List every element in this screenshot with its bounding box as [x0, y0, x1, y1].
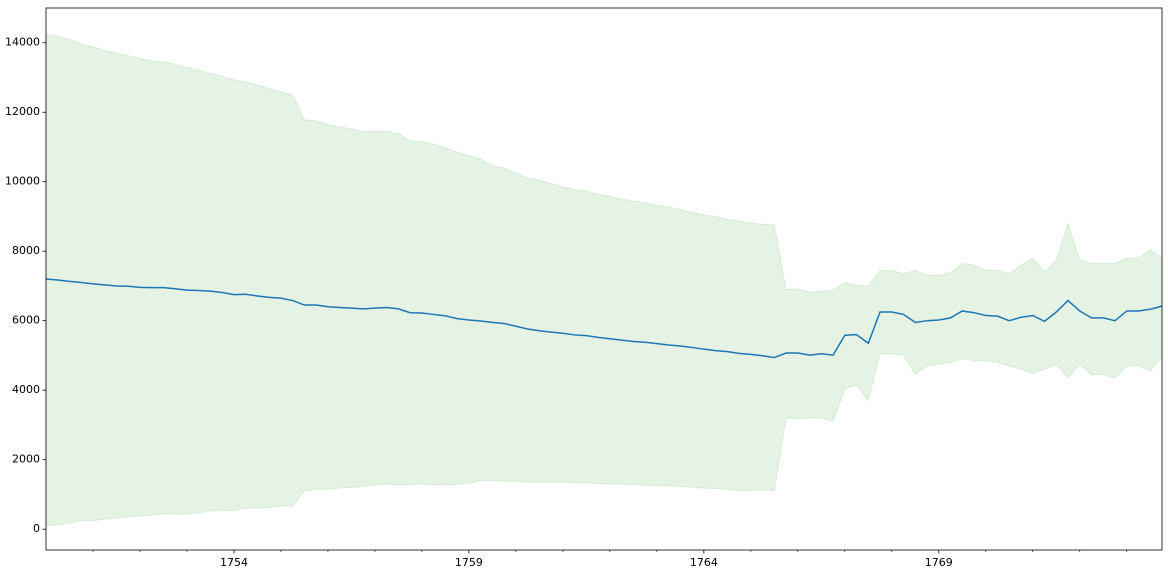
- y-tick-label: 6000: [12, 314, 40, 327]
- axes-frame: [45, 7, 1163, 551]
- x-tick-label: 1759: [455, 556, 483, 569]
- x-tick-label: 1769: [925, 556, 953, 569]
- y-tick-label: 12000: [5, 105, 40, 118]
- y-tick-label: 10000: [5, 175, 40, 188]
- x-tick-label: 1754: [220, 556, 248, 569]
- y-tick-label: 14000: [5, 36, 40, 49]
- y-tick-label: 4000: [12, 383, 40, 396]
- y-tick-label: 8000: [12, 244, 40, 257]
- x-tick-label: 1764: [690, 556, 718, 569]
- line: [45, 278, 1163, 359]
- y-tick-label: 0: [33, 522, 40, 535]
- confidence-band: [45, 33, 1163, 527]
- y-tick-label: 2000: [12, 453, 40, 466]
